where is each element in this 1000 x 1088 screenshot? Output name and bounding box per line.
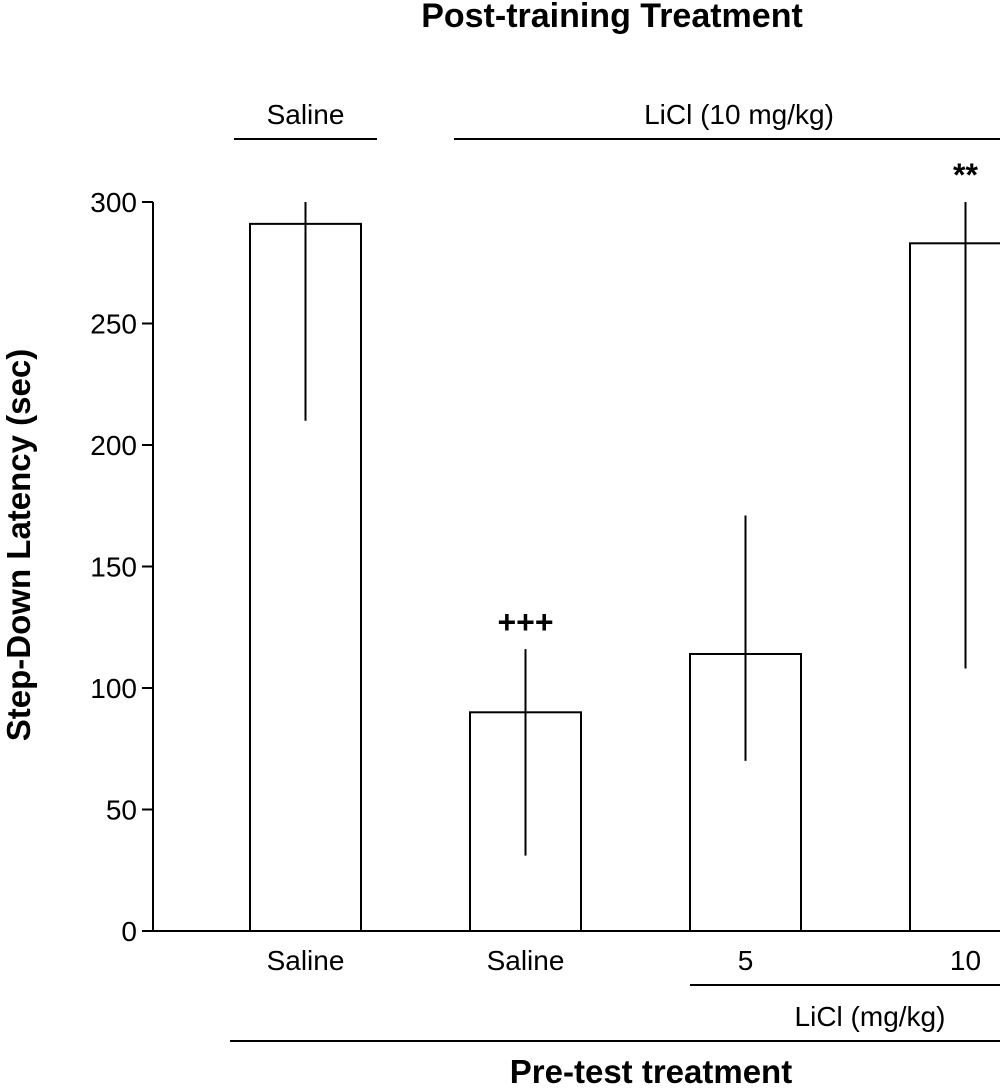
bar: [909, 242, 1000, 932]
y-axis-label: Step-Down Latency (sec): [0, 349, 37, 741]
x-tick-label: Saline: [267, 945, 345, 976]
x-tick-label: 5: [738, 945, 754, 976]
top-group-label: LiCl (10 mg/kg): [644, 99, 834, 130]
top-group-label: Saline: [267, 99, 345, 130]
y-tick-label: 0: [121, 916, 137, 947]
y-tick-label: 50: [106, 795, 137, 826]
y-tick-label: 150: [90, 552, 137, 583]
y-tick-label: 200: [90, 430, 137, 461]
y-tick-label: 100: [90, 673, 137, 704]
x-tick-label: 10: [950, 945, 981, 976]
x-axis-label: Pre-test treatment: [510, 1053, 792, 1088]
y-tick-label: 250: [90, 309, 137, 340]
y-tick-label: 300: [90, 187, 137, 218]
chart-title: Post-training Treatment: [421, 0, 803, 35]
significance-label: +++: [497, 604, 553, 640]
x-tick-label: Saline: [487, 945, 565, 976]
bars: Saline Saline +++ 5 10 **: [249, 157, 1000, 976]
significance-label: **: [953, 157, 978, 193]
bottom-group-label: LiCl (mg/kg): [795, 1001, 946, 1032]
group-brackets: Saline LiCl (10 mg/kg) LiCl (mg/kg): [230, 99, 1000, 1042]
